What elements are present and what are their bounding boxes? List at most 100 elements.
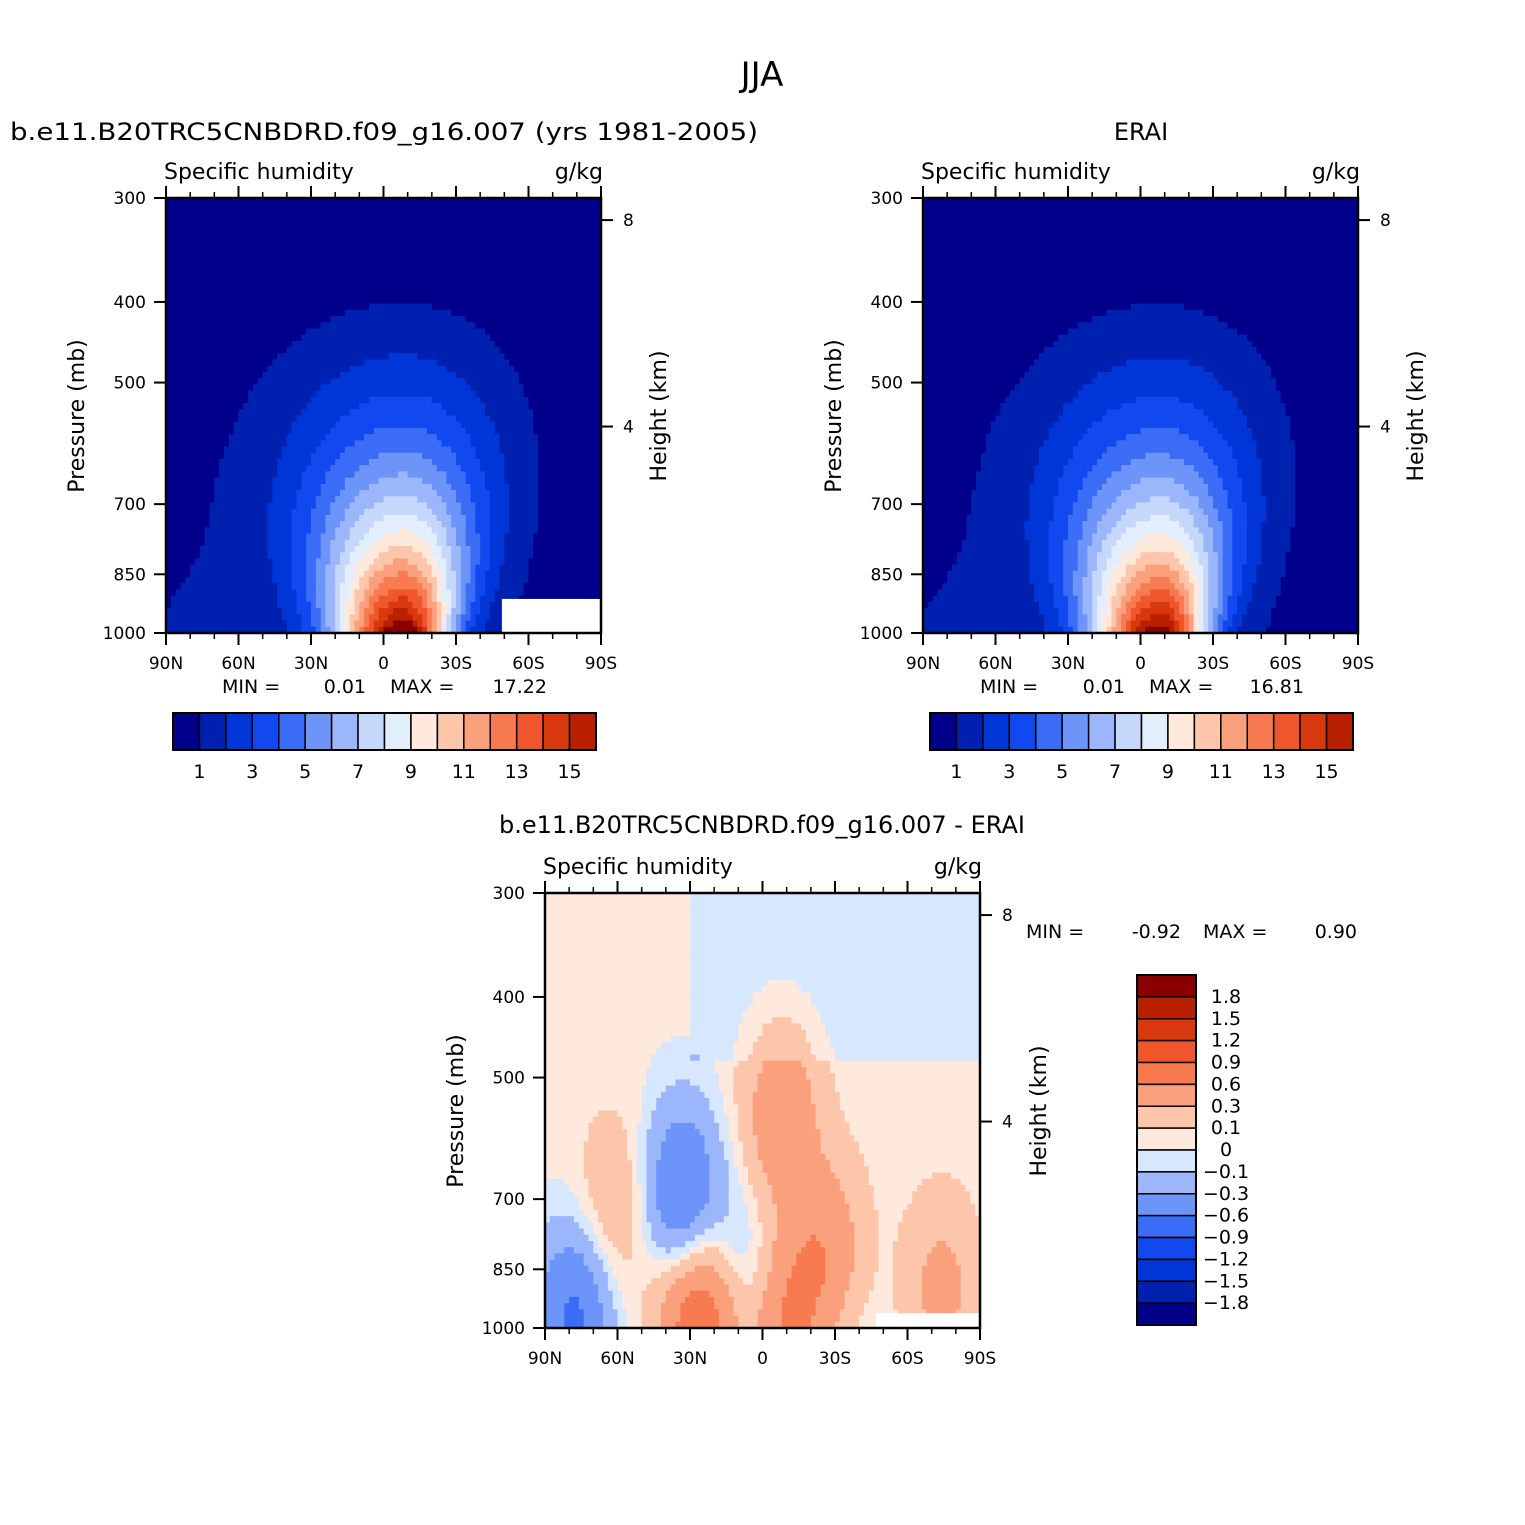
difference-ytick-label: 850 bbox=[493, 1260, 525, 1280]
diff-colorbar-swatch bbox=[1136, 1280, 1197, 1304]
diff-colorbar-label: 0 bbox=[1220, 1139, 1232, 1161]
panel-model-min-label: MIN = bbox=[222, 676, 280, 698]
panel-diff-max-value: 0.90 bbox=[1315, 921, 1357, 943]
obs-colorbar-label: 7 bbox=[1109, 761, 1121, 783]
obs-colorbar-swatch bbox=[1008, 712, 1037, 751]
obs-ytick-label: 400 bbox=[871, 293, 903, 313]
difference-ytick-label: 400 bbox=[493, 988, 525, 1008]
panel-diff: b.e11.B20TRC5CNBDRD.f09_g16.007 - ERAI S… bbox=[444, 811, 1357, 1369]
model-ytick-label: 400 bbox=[114, 293, 146, 313]
model-colorbar-label: 13 bbox=[505, 761, 529, 783]
obs-colorbar-swatch bbox=[1325, 712, 1354, 751]
model-colorbar-swatch bbox=[383, 712, 412, 751]
obs-colorbar-label: 3 bbox=[1003, 761, 1015, 783]
model-colorbar-swatch bbox=[357, 712, 386, 751]
panel-obs-max-label: MAX = bbox=[1149, 676, 1213, 698]
diff-colorbar-frame bbox=[1136, 974, 1197, 1326]
panel-obs-min-value: 0.01 bbox=[1083, 676, 1125, 698]
model-ytick-label: 500 bbox=[114, 374, 146, 394]
panel-model-title: b.e11.B20TRC5CNBDRD.f09_g16.007 (yrs 198… bbox=[10, 118, 758, 146]
obs-colorbar-label: 9 bbox=[1162, 761, 1174, 783]
model-colorbar-label: 9 bbox=[405, 761, 417, 783]
model-colorbar-swatch bbox=[436, 712, 465, 751]
model-colorbar-swatch bbox=[304, 712, 333, 751]
difference-masked-region bbox=[876, 1313, 980, 1328]
diff-colorbar-swatch bbox=[1136, 1171, 1197, 1195]
model-colorbar-swatch bbox=[198, 712, 227, 751]
obs-xtick-label: 90N bbox=[906, 654, 940, 674]
model-y2tick-label: 8 bbox=[623, 211, 634, 231]
panel-model-max-label: MAX = bbox=[390, 676, 454, 698]
panel-model-min-value: 0.01 bbox=[324, 676, 366, 698]
obs-xtick-label: 30N bbox=[1051, 654, 1085, 674]
panel-obs: ERAI Specific humidity g/kg Pressure (mb… bbox=[822, 118, 1429, 783]
obs-xtick-label: 30S bbox=[1197, 654, 1229, 674]
obs-colorbar-swatch bbox=[955, 712, 984, 751]
obs-ytick-label: 850 bbox=[871, 565, 903, 585]
difference-xtick-label: 90S bbox=[964, 1349, 996, 1369]
model-colorbar-label: 15 bbox=[557, 761, 581, 783]
difference-ytick-label: 500 bbox=[493, 1069, 525, 1089]
diff-colorbar-swatch bbox=[1136, 1149, 1197, 1173]
obs-colorbar-swatch bbox=[1272, 712, 1301, 751]
diff-colorbar-label: 1.5 bbox=[1211, 1008, 1241, 1030]
panel-diff-title: b.e11.B20TRC5CNBDRD.f09_g16.007 - ERAI bbox=[499, 811, 1025, 839]
panel-diff-ylabel: Pressure (mb) bbox=[444, 1034, 469, 1188]
model-xtick-label: 0 bbox=[378, 654, 389, 674]
diff-colorbar-label: 0.3 bbox=[1211, 1095, 1241, 1117]
model-colorbar-label: 11 bbox=[452, 761, 476, 783]
obs-colorbar-swatch bbox=[1140, 712, 1169, 751]
diff-colorbar-label: −0.1 bbox=[1203, 1161, 1249, 1183]
obs-colorbar-swatch bbox=[1246, 712, 1275, 751]
obs-colorbar-swatch bbox=[1035, 712, 1063, 751]
model-colorbar-swatch bbox=[225, 712, 254, 751]
panel-diff-min-value: -0.92 bbox=[1132, 921, 1181, 943]
diff-colorbar-swatch bbox=[1136, 974, 1197, 998]
panel-model-units: g/kg bbox=[555, 160, 603, 185]
model-xtick-label: 60N bbox=[221, 654, 255, 674]
diff-colorbar-label: −1.8 bbox=[1203, 1292, 1249, 1314]
obs-colorbar-label: 11 bbox=[1209, 761, 1233, 783]
model-colorbar-swatch bbox=[542, 712, 571, 751]
obs-y2tick-label: 8 bbox=[1380, 211, 1391, 231]
panel-obs-variable: Specific humidity bbox=[921, 160, 1111, 185]
obs-colorbar-swatch bbox=[1167, 712, 1196, 751]
season-title: JJA bbox=[739, 55, 784, 95]
diff-colorbar-swatch bbox=[1136, 1258, 1197, 1282]
diff-colorbar-swatch bbox=[1136, 1193, 1197, 1217]
panel-obs-right-label: Height (km) bbox=[1404, 350, 1429, 481]
obs-y2tick-label: 4 bbox=[1380, 418, 1391, 438]
obs-colorbar-frame bbox=[929, 712, 1354, 751]
obs-colorbar-label: 1 bbox=[950, 761, 962, 783]
difference-xtick-label: 60S bbox=[891, 1349, 923, 1369]
difference-xtick-label: 60N bbox=[600, 1349, 634, 1369]
difference-field bbox=[545, 893, 981, 1329]
obs-xtick-label: 90S bbox=[1342, 654, 1374, 674]
panel-obs-title: ERAI bbox=[1114, 118, 1168, 146]
diff-colorbar-label: 0.6 bbox=[1211, 1073, 1241, 1095]
difference-xtick-label: 90N bbox=[528, 1349, 562, 1369]
panel-diff-max-label: MAX = bbox=[1203, 921, 1267, 943]
diff-colorbar-swatch bbox=[1136, 1214, 1197, 1239]
diff-colorbar-swatch bbox=[1136, 1083, 1197, 1107]
obs-ytick-label: 500 bbox=[871, 374, 903, 394]
panel-diff-right-label: Height (km) bbox=[1027, 1045, 1052, 1176]
panel-model-ylabel: Pressure (mb) bbox=[65, 339, 90, 493]
model-xtick-label: 30S bbox=[440, 654, 472, 674]
obs-colorbar-swatch bbox=[929, 712, 958, 751]
panel-obs-min-label: MIN = bbox=[980, 676, 1038, 698]
model-colorbar-label: 3 bbox=[246, 761, 258, 783]
difference-ytick-label: 700 bbox=[493, 1190, 525, 1210]
model-xtick-label: 60S bbox=[512, 654, 544, 674]
diff-colorbar-swatch bbox=[1136, 1302, 1197, 1326]
difference-y2tick-label: 4 bbox=[1002, 1113, 1013, 1133]
model-colorbar-label: 7 bbox=[352, 761, 364, 783]
obs-colorbar-swatch bbox=[1087, 712, 1116, 751]
obs-colorbar-label: 5 bbox=[1056, 761, 1068, 783]
model-colorbar-swatch bbox=[251, 712, 280, 751]
obs-field bbox=[923, 198, 1359, 634]
panel-diff-units: g/kg bbox=[934, 855, 982, 880]
model-xtick-label: 90N bbox=[149, 654, 183, 674]
panel-model-max-value: 17.22 bbox=[493, 676, 547, 698]
